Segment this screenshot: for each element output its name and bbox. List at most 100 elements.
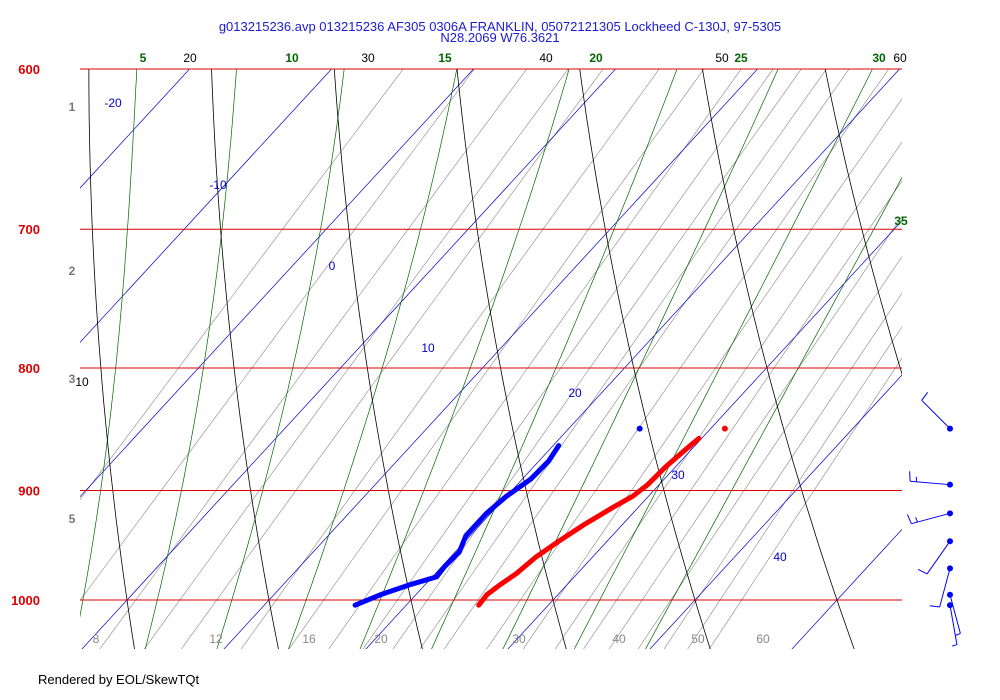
chart-title-line1: g013215236.avp 013215236 AF305 0306A FRA…: [218, 19, 782, 34]
height-label: 1: [69, 100, 76, 114]
moist-adiabat-line: [431, 69, 678, 649]
height-label: 3: [69, 372, 76, 386]
mixing-ratio-label: 40: [612, 632, 626, 646]
mixing-ratio-label: 12: [209, 632, 223, 646]
isotherm-line: [791, 528, 902, 649]
isotherm-label: 40: [773, 550, 787, 564]
pressure-label: 1000: [11, 593, 40, 608]
pressure-label: 800: [18, 361, 40, 376]
chart-title-line2: N28.2069 W76.3621: [440, 30, 560, 45]
mixing-ratio-line: [486, 69, 890, 649]
mixing-ratio-line: [80, 69, 404, 501]
wind-barb-flag: [909, 471, 911, 482]
isotherm-line: [80, 69, 333, 343]
mixing-ratio-label: 30: [512, 632, 526, 646]
wind-barb-flag: [915, 517, 919, 523]
mixing-ratio-label: 16: [302, 632, 316, 646]
wind-barb-flag: [917, 569, 928, 575]
pressure-label: 700: [18, 222, 40, 237]
mixing-ratio-line: [637, 256, 902, 649]
mixing-ratio-label: 60: [756, 632, 770, 646]
dry-adiabat-line: [579, 69, 711, 649]
dry-adiabat-line: [932, 0, 1000, 661]
dry-adiabat-label: 50: [715, 51, 729, 65]
renderer-credit: Rendered by EOL/SkewTQt: [38, 672, 200, 687]
mixing-ratio-line: [554, 141, 902, 649]
wind-barb: [909, 471, 953, 488]
mixing-ratio-line: [362, 69, 774, 649]
moist-adiabat-line: [0, 0, 49, 661]
wind-barb-staff: [911, 512, 951, 525]
moist-adiabat-label: 25: [734, 51, 748, 65]
isotherm-label: -10: [209, 178, 227, 192]
isotherm-label: 20: [568, 386, 582, 400]
moist-adiabat-line: [288, 69, 458, 649]
dry-adiabat-label: 30: [361, 51, 375, 65]
dewpoint-point: [636, 425, 643, 432]
dewpoint-line: [352, 443, 562, 608]
wind-barb-staff: [949, 594, 961, 634]
mixing-ratio-line: [419, 69, 827, 649]
isotherm-line: [223, 69, 759, 649]
mixing-ratio-label: 20: [374, 632, 388, 646]
height-label: 2: [69, 264, 76, 278]
mixing-ratio-line: [583, 180, 902, 649]
moist-adiabat-line: [359, 69, 570, 649]
moist-adiabat-line: [573, 69, 873, 649]
isotherm-line: [80, 69, 475, 498]
dry-adiabat-line: [456, 69, 567, 649]
dry-adiabat-line: [824, 69, 902, 376]
wind-barb: [917, 538, 953, 575]
wind-barb: [921, 392, 953, 432]
wind-barb-flag: [906, 514, 912, 524]
height-label: 5: [69, 512, 76, 526]
wind-barb: [947, 591, 961, 636]
isotherm-label: 10: [421, 341, 435, 355]
dry-adiabat-line: [702, 69, 855, 649]
isobar-lines: [80, 68, 902, 601]
dry-adiabat-line: [333, 69, 423, 649]
wind-barb-staff: [926, 540, 951, 575]
isotherm-label: 0: [329, 259, 336, 273]
isotherm-line: [649, 374, 902, 649]
wind-barb: [929, 565, 953, 608]
moist-adiabat-label: 20: [589, 51, 603, 65]
moist-adiabat-label: 5: [140, 51, 147, 65]
isotherm-line: [80, 69, 191, 189]
mixing-ratio-line: [99, 69, 528, 649]
moist-adiabat-line: [144, 69, 237, 649]
mixing-ratio-line: [328, 69, 742, 649]
mixing-ratio-line: [522, 98, 902, 649]
mixing-ratio-label: 8: [93, 632, 100, 646]
temperature-point: [721, 425, 728, 432]
dry-adiabat-label: 60: [893, 51, 907, 65]
dry-adiabat-label: 40: [539, 51, 553, 65]
wind-barb: [906, 510, 953, 525]
wind-barb-staff: [949, 605, 958, 645]
moist-adiabat-label: 15: [438, 51, 452, 65]
moist-adiabat-line: [502, 69, 779, 649]
mixing-ratio-line: [663, 292, 902, 649]
pressure-label: 900: [18, 483, 40, 498]
temperature-line: [476, 435, 702, 608]
isotherm-label: 30: [671, 468, 685, 482]
isotherm-label: -20: [104, 96, 122, 110]
mixing-ratio-line: [687, 326, 902, 649]
moist-adiabat-lines: [0, 0, 902, 661]
mixing-ratio-line: [443, 69, 850, 649]
dry-adiabat-label: 10: [75, 375, 89, 389]
moist-adiabat-line: [80, 69, 138, 618]
pressure-label: 600: [18, 62, 40, 77]
dry-adiabat-line: [211, 69, 279, 649]
isotherm-line: [923, 0, 1000, 661]
wind-barb-flag: [955, 632, 961, 636]
moist-adiabat-label: 10: [285, 51, 299, 65]
mixing-ratio-label: 50: [691, 632, 705, 646]
moist-adiabat-label: 35: [894, 214, 908, 228]
mixing-ratio-line: [709, 357, 902, 649]
dry-adiabat-lines: [88, 0, 1000, 661]
mixing-ratio-line: [240, 69, 660, 649]
wind-barb-staff: [939, 568, 951, 608]
